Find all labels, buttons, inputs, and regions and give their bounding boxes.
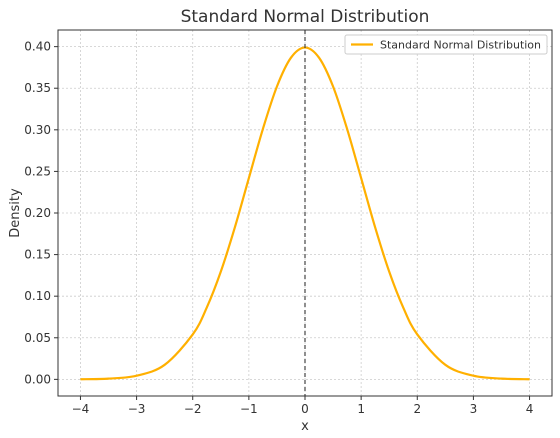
- y-tick-label: 0.25: [24, 164, 51, 178]
- x-axis-ticks: −4 −3 −2 −1 0 1 2 3 4: [72, 396, 534, 416]
- x-tick-label: 3: [470, 402, 478, 416]
- x-tick-label: 2: [413, 402, 421, 416]
- y-tick-label: 0.30: [24, 123, 51, 137]
- y-tick-label: 0.15: [24, 248, 51, 262]
- legend: Standard Normal Distribution: [344, 34, 548, 55]
- x-tick-label: −4: [72, 402, 90, 416]
- legend-box: [344, 34, 548, 55]
- y-tick-label: 0.00: [24, 372, 51, 386]
- x-tick-label: 4: [526, 402, 534, 416]
- x-axis-title: x: [301, 419, 309, 434]
- legend-label: Standard Normal Distribution: [380, 39, 541, 52]
- y-tick-label: 0.10: [24, 289, 51, 303]
- x-tick-label: −3: [128, 402, 146, 416]
- y-tick-label: 0.20: [24, 206, 51, 220]
- y-axis-ticks: 0.00 0.05 0.10 0.15 0.20 0.25 0.30 0.35 0.40: [24, 40, 58, 386]
- y-tick-label: 0.35: [24, 81, 51, 95]
- x-tick-label: 1: [357, 402, 365, 416]
- y-tick-label: 0.05: [24, 331, 51, 345]
- x-tick-label: 0: [301, 402, 309, 416]
- y-tick-label: 0.40: [24, 40, 51, 54]
- x-tick-label: −2: [184, 402, 202, 416]
- chart-title: Standard Normal Distribution: [181, 7, 430, 27]
- x-tick-label: −1: [240, 402, 258, 416]
- y-axis-title: Density: [8, 188, 23, 238]
